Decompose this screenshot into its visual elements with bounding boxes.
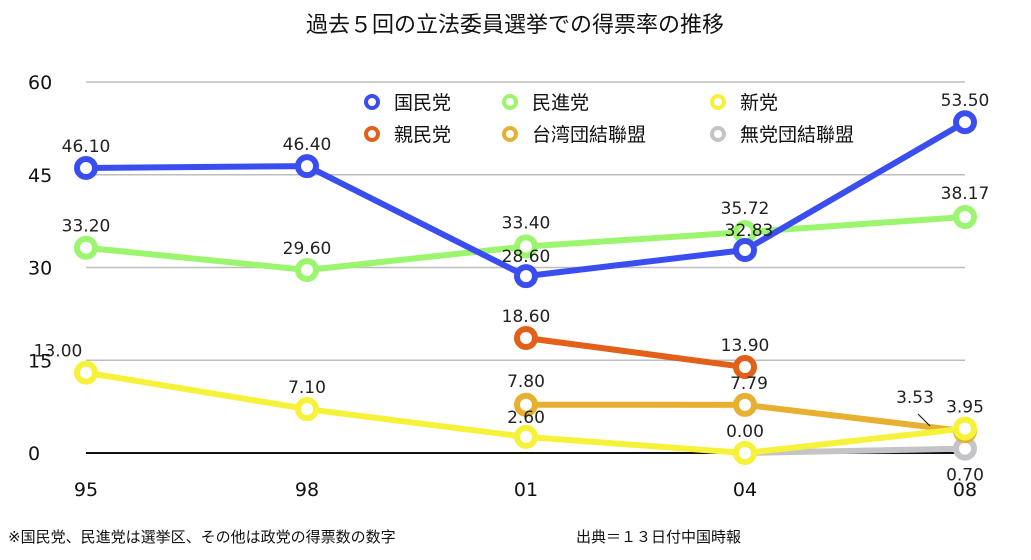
data-label-leader <box>917 413 931 427</box>
data-point-1-1 <box>295 257 319 282</box>
x-tick-95: 95 <box>74 479 98 501</box>
legend-label-1: 民進党 <box>532 92 589 114</box>
data-label-2-2: 2.60 <box>507 408 545 428</box>
legend-marker-5 <box>710 126 726 142</box>
data-label-5-4: 0.70 <box>946 466 984 486</box>
data-point-3-2 <box>514 325 538 350</box>
series-line-3 <box>523 334 748 371</box>
data-point-0-0 <box>74 155 98 180</box>
data-label-2-4: 3.95 <box>946 398 984 418</box>
y-axis-ticks: 60 45 30 15 0 <box>28 72 52 465</box>
data-label-0-0: 46.10 <box>62 137 111 157</box>
data-point-2-4 <box>953 416 977 441</box>
data-label-1-4: 38.17 <box>941 184 990 204</box>
data-point-0-3 <box>733 238 757 263</box>
x-tick-04: 04 <box>733 479 757 501</box>
y-tick-30: 30 <box>28 258 52 280</box>
data-label-1-3: 35.72 <box>721 199 770 219</box>
data-label-2-0: 13.00 <box>34 342 83 362</box>
data-point-2-3 <box>733 441 757 465</box>
data-point-0-1 <box>295 154 319 179</box>
data-label-0-4: 53.50 <box>941 91 990 111</box>
data-point-2-2 <box>514 424 538 449</box>
data-point-4-2 <box>514 392 538 417</box>
data-point-3-3 <box>733 355 757 380</box>
legend-marker-3 <box>364 126 380 142</box>
data-point-1-4 <box>953 204 977 229</box>
data-point-2-1 <box>295 397 319 422</box>
data-label-4-4: 3.53 <box>896 388 934 408</box>
legend-marker-1 <box>502 94 518 110</box>
data-label-1-0: 33.20 <box>62 217 111 237</box>
footnote: ※国民党、民進党は選挙区、その他は政党の得票数の数字 <box>8 528 396 546</box>
legend-marker-4 <box>502 126 518 142</box>
legend-label-0: 国民党 <box>394 92 451 114</box>
data-label-2-1: 7.10 <box>288 378 326 398</box>
data-label-0-2: 28.60 <box>502 247 551 267</box>
y-tick-45: 45 <box>28 165 52 187</box>
legend-marker-0 <box>364 94 380 110</box>
legend-marker-2 <box>710 94 726 110</box>
data-label-2-3: 0.00 <box>726 422 764 442</box>
y-tick-15: 15 <box>28 350 52 372</box>
source-note: 出典＝１３日付中国時報 <box>576 528 741 546</box>
x-tick-98: 98 <box>295 479 319 501</box>
data-label-3-3: 13.90 <box>721 336 770 356</box>
data-label-1-1: 29.60 <box>283 239 332 259</box>
y-tick-60: 60 <box>28 72 52 94</box>
series-points <box>74 110 977 465</box>
data-labels: 46.10 46.40 28.60 32.83 53.50 33.20 29.60 33.40… <box>34 91 990 485</box>
data-point-1-0 <box>74 235 98 260</box>
data-label-0-3: 32.83 <box>725 221 774 241</box>
data-label-3-2: 18.60 <box>502 307 551 327</box>
data-label-0-1: 46.40 <box>283 135 332 155</box>
x-tick-08: 08 <box>953 479 977 501</box>
data-point-0-2 <box>514 264 538 289</box>
y-tick-0: 0 <box>28 443 40 465</box>
data-point-1-2 <box>514 234 538 259</box>
data-label-4-2: 7.80 <box>507 372 545 392</box>
x-axis-ticks: 95 98 01 04 08 <box>74 479 977 501</box>
data-point-2-0 <box>74 360 98 385</box>
data-label-1-2: 33.40 <box>502 213 551 233</box>
legend-label-5: 無党団結聯盟 <box>740 124 854 146</box>
data-point-4-3 <box>733 392 757 417</box>
legend-label-2: 新党 <box>740 92 778 114</box>
x-tick-01: 01 <box>514 479 538 501</box>
chart-title: 過去５回の立法委員選挙での得票率の推移 <box>306 13 724 38</box>
series-line-5 <box>742 445 968 456</box>
data-label-4-3: 7.79 <box>730 374 768 394</box>
legend-label-4: 台湾団結聯盟 <box>532 124 646 146</box>
legend-label-3: 親民党 <box>394 124 451 146</box>
data-point-0-4 <box>953 110 977 135</box>
